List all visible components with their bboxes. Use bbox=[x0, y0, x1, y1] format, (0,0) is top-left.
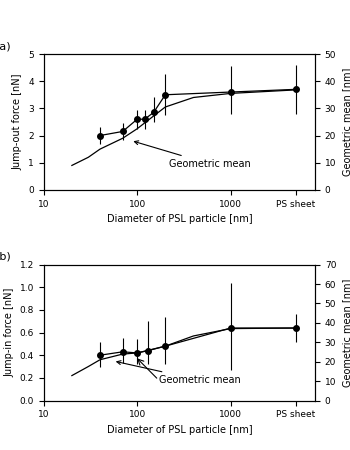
Y-axis label: Geometric mean [nm]: Geometric mean [nm] bbox=[342, 68, 350, 176]
Y-axis label: Jump-in force [nN]: Jump-in force [nN] bbox=[4, 288, 14, 377]
Text: (b): (b) bbox=[0, 252, 11, 262]
Y-axis label: Jump-out force [nN]: Jump-out force [nN] bbox=[13, 74, 23, 170]
Text: Geometric mean: Geometric mean bbox=[117, 361, 240, 385]
Text: (a): (a) bbox=[0, 41, 10, 51]
Text: Geometric mean: Geometric mean bbox=[134, 141, 251, 169]
X-axis label: Diameter of PSL particle [nm]: Diameter of PSL particle [nm] bbox=[106, 425, 252, 435]
X-axis label: Diameter of PSL particle [nm]: Diameter of PSL particle [nm] bbox=[106, 214, 252, 224]
Y-axis label: Geometric mean [nm]: Geometric mean [nm] bbox=[342, 279, 350, 387]
